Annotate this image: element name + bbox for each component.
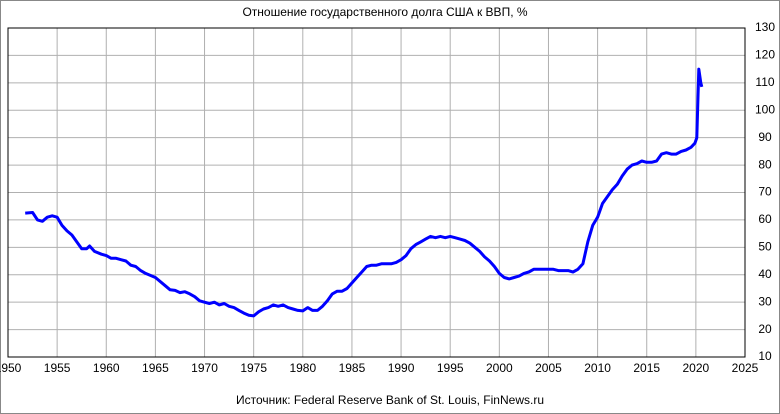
x-tick-label: 2010 xyxy=(584,361,611,375)
x-tick-label: 1970 xyxy=(191,361,218,375)
x-tick-label: 2005 xyxy=(535,361,562,375)
plot-border xyxy=(7,27,746,358)
y-tick-label: 100 xyxy=(755,102,775,116)
x-tick-label: 1975 xyxy=(240,361,267,375)
x-tick-label: 1960 xyxy=(93,361,120,375)
y-tick-label: 30 xyxy=(758,294,772,308)
y-tick-label: 70 xyxy=(758,185,772,199)
chart-title: Отношение государственного долга США к В… xyxy=(242,5,527,19)
x-tick-label: 2000 xyxy=(486,361,513,375)
data-line xyxy=(25,67,704,318)
y-tick-label: 90 xyxy=(758,130,772,144)
x-tick-label: 1995 xyxy=(437,361,464,375)
y-tick-label: 120 xyxy=(755,48,775,62)
x-tick-label: 2020 xyxy=(683,361,710,375)
y-tick-label: 130 xyxy=(755,20,775,34)
y-tick-label: 50 xyxy=(758,240,772,254)
y-tick-label: 110 xyxy=(755,75,774,89)
source: Источник: Federal Reserve Bank of St. Lo… xyxy=(236,393,544,407)
y-tick-label: 60 xyxy=(758,212,772,226)
y-tick-label: 10 xyxy=(758,349,772,363)
y-tick-label: 20 xyxy=(758,322,772,336)
x-tick-label: 1955 xyxy=(44,361,71,375)
x-tick-label: 2025 xyxy=(732,361,759,375)
x-tick-label: 1985 xyxy=(339,361,366,375)
x-tick-label: 1950 xyxy=(0,361,22,375)
x-tick-label: 2015 xyxy=(633,361,660,375)
x-tick-label: 1965 xyxy=(142,361,169,375)
y-tick-label: 80 xyxy=(758,157,772,171)
y-tick-label: 40 xyxy=(758,267,772,281)
x-tick-label: 1990 xyxy=(388,361,415,375)
x-tick-label: 1980 xyxy=(289,361,316,375)
